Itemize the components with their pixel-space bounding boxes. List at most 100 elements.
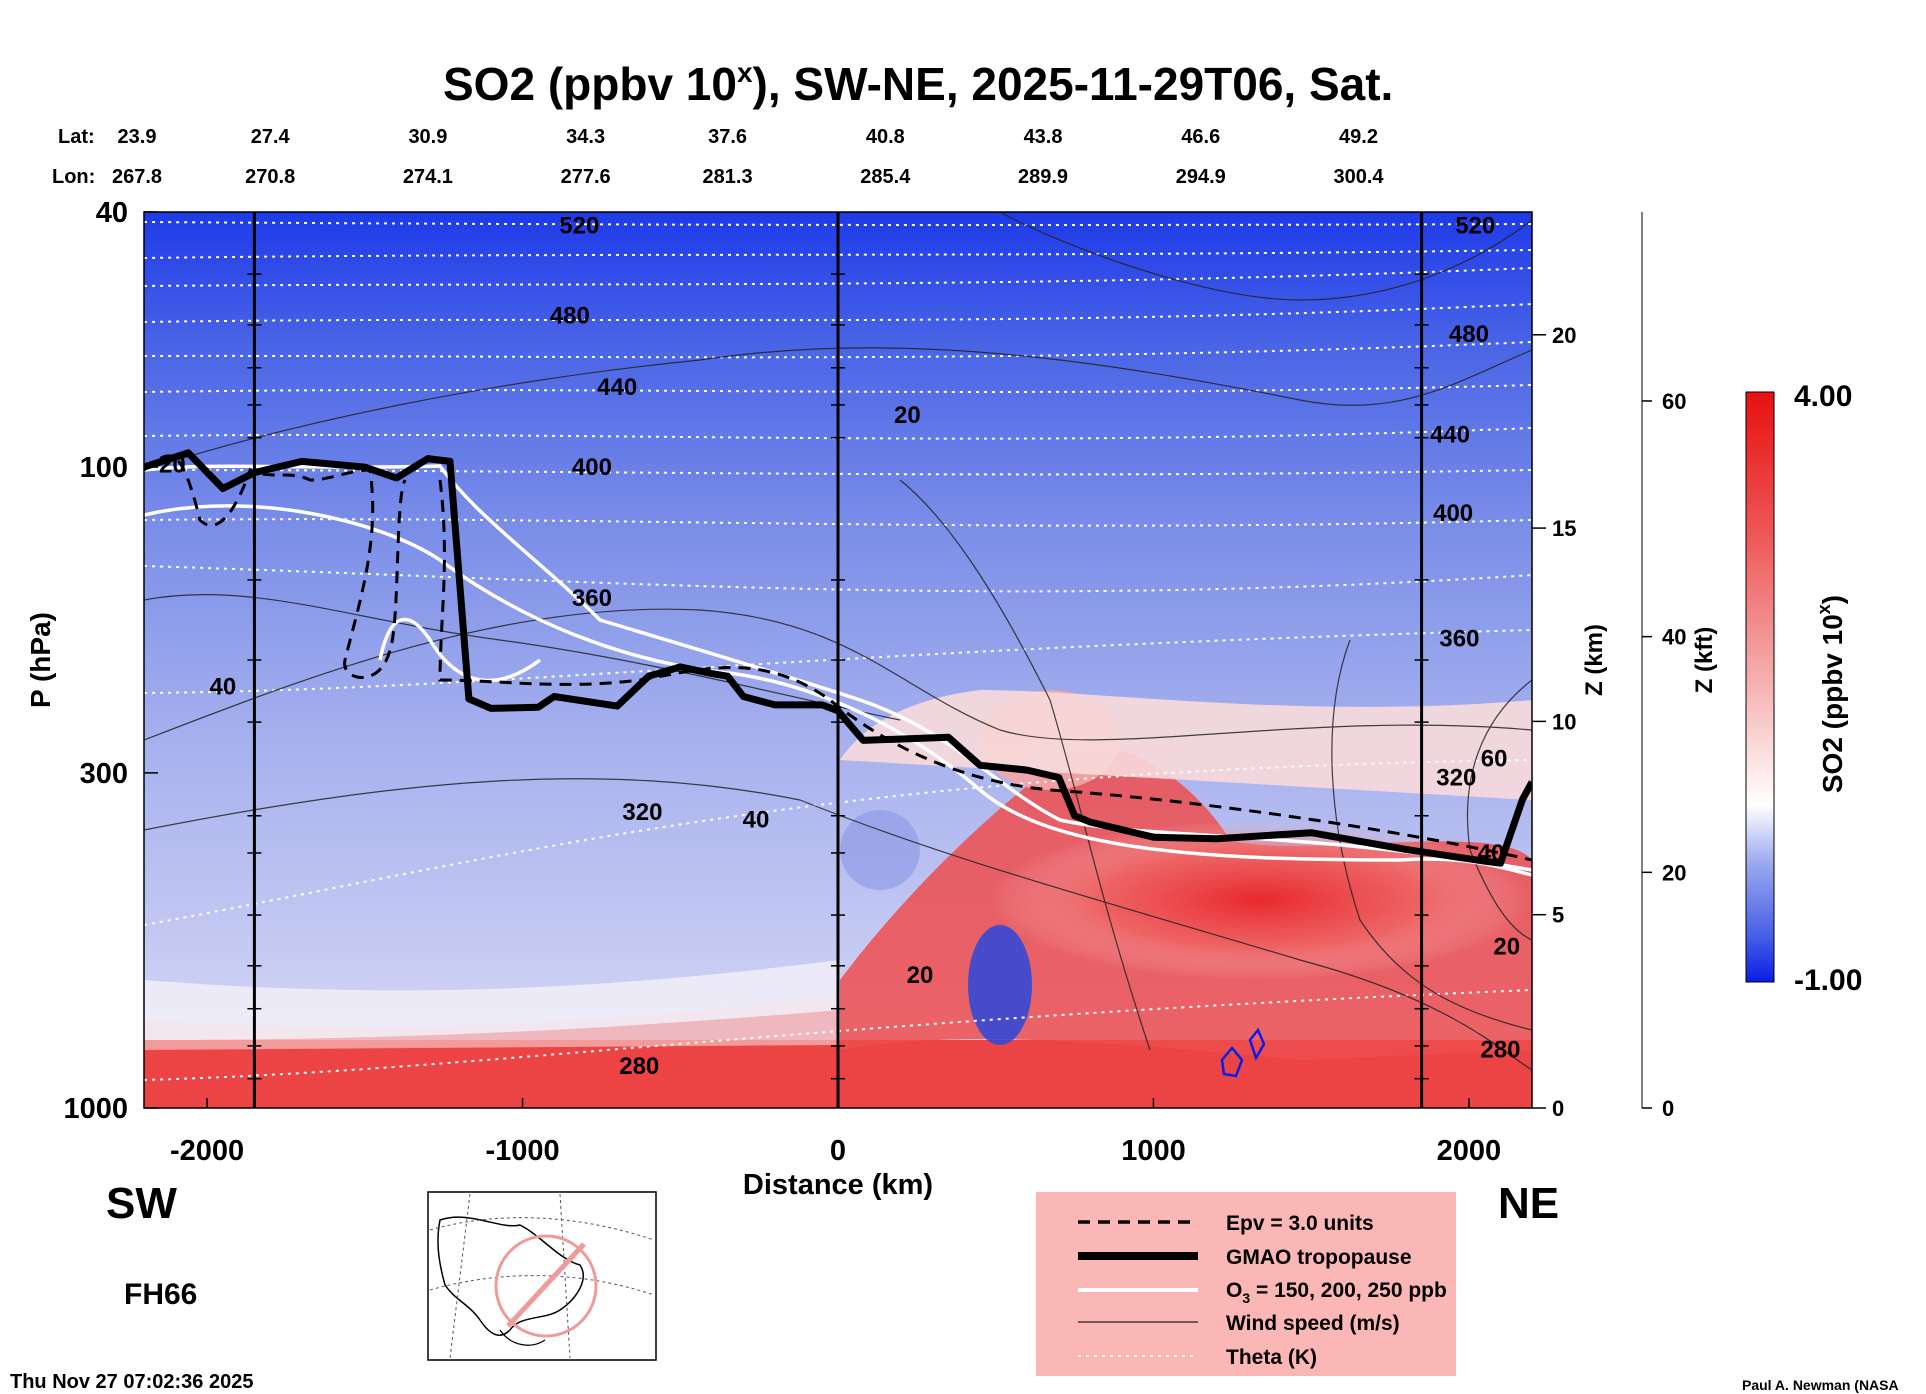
y-tick-label: 40 (96, 197, 128, 229)
x-tick-label: -2000 (170, 1135, 244, 1167)
forecast-hour: FH66 (124, 1278, 197, 1311)
inset-map (427, 1191, 657, 1361)
theta-label: 480 (550, 302, 590, 329)
ne-label: NE (1498, 1179, 1559, 1228)
wind-label: 40 (210, 674, 237, 701)
wind-label: 60 (1481, 746, 1508, 773)
svg-text:SO2 (ppbv 10x), SW-NE, 2025-11: SO2 (ppbv 10x), SW-NE, 2025-11-29T06, Sa… (443, 57, 1393, 110)
y-axis-label: P (hPa) (25, 612, 56, 708)
lon-value: 267.8 (112, 166, 162, 188)
theta-label: 280 (619, 1053, 659, 1080)
y-tick-label: 100 (80, 452, 128, 484)
z-kft-tick-label: 20 (1662, 860, 1686, 885)
x-tick-label: 0 (830, 1135, 846, 1167)
svg-text:O3 = 150, 200, 250 ppb: O3 = 150, 200, 250 ppb (1226, 1279, 1447, 1306)
lat-value: 40.8 (866, 126, 905, 148)
lon-value: 289.9 (1018, 166, 1068, 188)
gmao-tropopause-line (144, 449, 1532, 867)
wind-label: 20 (1493, 934, 1520, 961)
legend-tropopause-label: GMAO tropopause (1226, 1246, 1412, 1269)
lon-value: 281.3 (703, 166, 753, 188)
z-kft-tick-label: 0 (1662, 1096, 1674, 1121)
theta-label: 280 (1480, 1036, 1520, 1063)
x-tick-label: 1000 (1121, 1135, 1186, 1167)
legend-ozone-label-end: = 150, 200, 250 ppb (1250, 1279, 1447, 1302)
so2-transition-zone (840, 690, 1532, 800)
y-axis: 40 100 300 1000 (63, 197, 158, 1125)
theta-label: 440 (1430, 422, 1470, 449)
inset-graticule (429, 1193, 655, 1359)
lat-value: 30.9 (408, 126, 447, 148)
wind-label: 20 (159, 451, 186, 478)
title-superscript: x (737, 57, 753, 88)
z-km-tick-label: 20 (1552, 323, 1576, 348)
legend-theta-label: Theta (K) (1226, 1346, 1317, 1369)
colorbar-max-label: 4.00 (1794, 380, 1852, 413)
lon-value: 277.6 (561, 166, 611, 188)
so2-low-pocket (968, 925, 1032, 1045)
theta-label: 400 (1433, 500, 1473, 527)
legend-epv-label: Epv = 3.0 units (1226, 1212, 1374, 1235)
chart-title: SO2 (ppbv 10 (443, 58, 737, 110)
theta-label: 320 (622, 799, 662, 826)
wind-labels: 20 40 40 20 60 40 20 20 (159, 402, 1520, 989)
x-tick-label: -1000 (485, 1135, 559, 1167)
z-kft-tick-label: 40 (1662, 625, 1686, 650)
z-km-tick-label: 0 (1552, 1096, 1564, 1121)
lower-white-band (144, 960, 840, 1040)
colorbar-title-superscript: x (1814, 604, 1834, 614)
sw-label: SW (106, 1179, 177, 1228)
so2-low-outline (1220, 1046, 1244, 1078)
inset-coastline (437, 1216, 584, 1336)
lon-value: 274.1 (403, 166, 453, 188)
z-kft-axis: 0 20 40 60 (1641, 212, 1686, 1121)
theta-label: 520 (1455, 213, 1495, 240)
x-axis-label: Distance (km) (743, 1169, 933, 1201)
theta-label: 360 (1439, 625, 1479, 652)
colorbar-min-label: -1.00 (1794, 964, 1862, 997)
lat-value: 23.9 (118, 126, 157, 148)
colorbar-gradient (1745, 391, 1775, 983)
y-tick-label: 1000 (63, 1093, 128, 1125)
lat-value: 37.6 (708, 126, 747, 148)
lon-label: Lon: (52, 166, 95, 188)
wind-label: 20 (907, 962, 934, 989)
z-km-tick-label: 15 (1552, 516, 1576, 541)
wind-label: 40 (743, 807, 770, 834)
legend-ozone-subscript: 3 (1242, 1290, 1250, 1306)
wind-label: 20 (894, 402, 921, 429)
theta-labels: 520 520 480 480 440 440 400 400 360 360 320 320 280 2… (550, 213, 1521, 1080)
y-tick-label: 300 (80, 758, 128, 790)
legend: Epv = 3.0 units GMAO tropopause O3 = 150… (1036, 1192, 1456, 1376)
lat-lon-values: 23.9 267.8 27.4 270.8 30.9 274.1 34.3 277.6 37.6… (112, 126, 1384, 188)
legend-wind-label: Wind speed (m/s) (1226, 1312, 1400, 1335)
z-kft-tick-label: 60 (1662, 389, 1686, 414)
inset-transect-line (506, 1242, 586, 1328)
inset-map-frame (427, 1191, 657, 1361)
lat-value: 43.8 (1024, 126, 1063, 148)
credit: Paul A. Newman (NASA (1742, 1377, 1899, 1393)
lat-value: 34.3 (566, 126, 605, 148)
theta-label: 480 (1449, 321, 1489, 348)
theta-label: 360 (572, 585, 612, 612)
wind-speed-contours (144, 212, 1532, 1071)
z-km-axis: 0 5 10 15 20 (1531, 212, 1576, 1121)
timestamp: Thu Nov 27 07:02:36 2025 (10, 1371, 253, 1393)
lon-value: 285.4 (860, 166, 911, 188)
svg-text:SO2 (ppbv 10x): SO2 (ppbv 10x) (1814, 595, 1848, 793)
z-km-tick-label: 10 (1552, 709, 1576, 734)
z-km-tick-label: 5 (1552, 903, 1564, 928)
lon-value: 300.4 (1333, 166, 1384, 188)
so2-low-outline-2 (1248, 1027, 1266, 1062)
z-kft-axis-label: Z (kft) (1691, 627, 1718, 694)
inset-gulf-coast (499, 1329, 546, 1346)
wind-label: 40 (1478, 840, 1505, 867)
lon-value: 270.8 (245, 166, 295, 188)
lat-value: 46.6 (1181, 126, 1220, 148)
legend-ozone-label: O (1226, 1279, 1242, 1302)
x-axis: -2000 -1000 0 1000 2000 (170, 1098, 1501, 1167)
so2-low-patch (840, 810, 920, 890)
theta-label: 400 (572, 454, 612, 481)
x-tick-label: 2000 (1437, 1135, 1502, 1167)
theta-label: 440 (597, 374, 637, 401)
